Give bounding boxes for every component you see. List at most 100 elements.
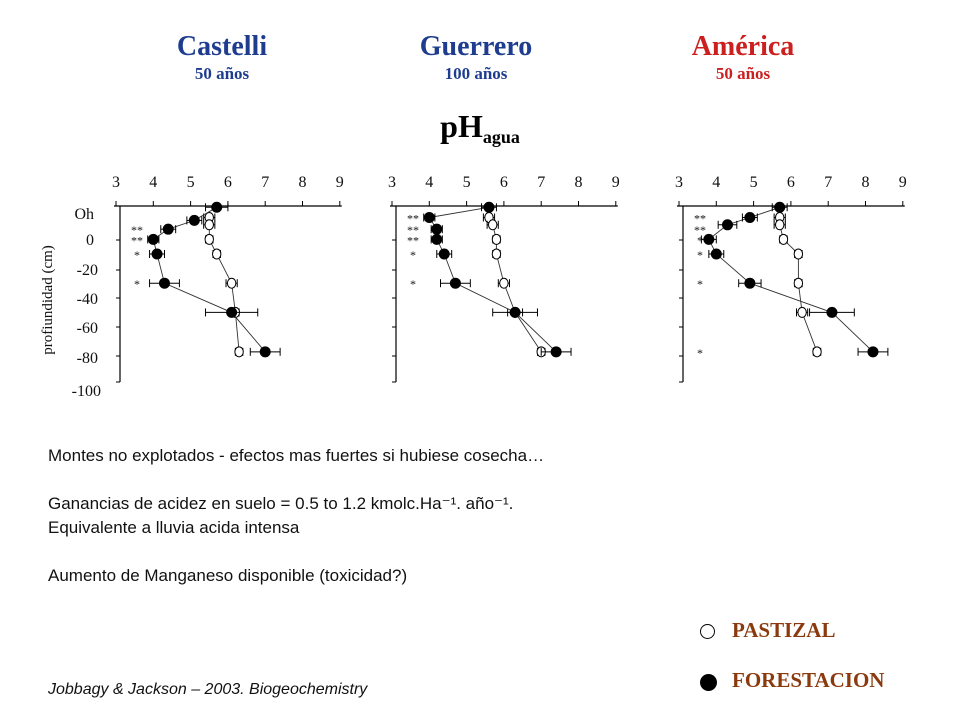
site-years: 50 años bbox=[715, 64, 771, 83]
forestacion-point bbox=[703, 233, 715, 245]
x-tick-label: 6 bbox=[787, 174, 795, 191]
legend-label: PASTIZAL bbox=[732, 618, 836, 642]
forestacion-point bbox=[483, 201, 495, 213]
forestacion-point bbox=[162, 223, 174, 235]
x-tick-label: 8 bbox=[862, 174, 870, 191]
forestacion-point bbox=[211, 201, 223, 213]
x-tick-label: 9 bbox=[336, 174, 344, 191]
forestacion-point bbox=[151, 248, 163, 260]
y-tick-label: -60 bbox=[77, 320, 98, 337]
y-axis-label: profiundidad (cm) bbox=[40, 245, 56, 355]
forestacion-point bbox=[744, 277, 756, 289]
ph-depth-chart: Oh 0 -20 -40 -60 -80 -100 profiundidad (cm) 3 4 5 6… bbox=[40, 174, 907, 400]
forestacion-point bbox=[158, 277, 170, 289]
site-name: Guerrero bbox=[419, 31, 533, 62]
forestacion-point bbox=[867, 346, 879, 358]
x-tick-label: 5 bbox=[750, 174, 758, 191]
forestacion-point bbox=[449, 277, 461, 289]
x-tick-label: 4 bbox=[712, 174, 720, 191]
pastizal-point bbox=[797, 306, 807, 318]
site-years: 100 años bbox=[444, 64, 508, 83]
forestacion-point bbox=[423, 212, 435, 223]
x-tick-label: 3 bbox=[112, 174, 120, 191]
note-line: Montes no explotados - efectos mas fuert… bbox=[48, 446, 545, 465]
x-tick-label: 8 bbox=[299, 174, 307, 191]
x-tick-label: 8 bbox=[575, 174, 583, 191]
forestacion-point bbox=[226, 306, 238, 318]
significance-mark: * bbox=[697, 233, 703, 247]
pastizal-point bbox=[778, 233, 789, 245]
forestacion-point bbox=[826, 306, 838, 318]
x-tick-label: 5 bbox=[463, 174, 471, 191]
site-years: 50 años bbox=[194, 64, 250, 83]
title-sub: agua bbox=[482, 127, 520, 147]
significance-mark: ** bbox=[694, 223, 706, 237]
pastizal-point bbox=[204, 219, 214, 231]
filled-circle-icon bbox=[700, 674, 717, 691]
x-tick-label: 7 bbox=[537, 174, 545, 191]
pastizal-point bbox=[488, 219, 498, 231]
x-tick-label: 3 bbox=[388, 174, 396, 191]
legend-label: FORESTACION bbox=[732, 668, 885, 692]
significance-mark: ** bbox=[407, 233, 419, 247]
citation: Jobbagy & Jackson – 2003. Biogeochemistr… bbox=[48, 681, 368, 698]
pastizal-point bbox=[226, 277, 237, 289]
notes: Montes no explotados - efectos mas fuert… bbox=[48, 444, 544, 588]
note-line: Aumento de Manganeso disponible (toxicid… bbox=[48, 566, 408, 585]
pastizal-point bbox=[204, 233, 214, 245]
significance-mark: * bbox=[697, 248, 703, 262]
forestacion-point bbox=[147, 233, 159, 245]
x-tick-label: 9 bbox=[612, 174, 620, 191]
y-tick-label: -100 bbox=[72, 383, 101, 400]
x-tick-label: 7 bbox=[824, 174, 832, 191]
y-tick-label: Oh bbox=[74, 206, 94, 223]
significance-mark: ** bbox=[407, 223, 419, 237]
pastizal-point bbox=[793, 277, 804, 289]
site-header-castelli: Castelli 50 años bbox=[122, 30, 322, 84]
pastizal-point bbox=[234, 346, 244, 358]
significance-mark: * bbox=[134, 277, 140, 291]
forestacion-point bbox=[431, 223, 443, 235]
significance-mark: * bbox=[697, 277, 703, 291]
site-header-america: América 50 años bbox=[643, 30, 843, 84]
forestacion-point bbox=[431, 233, 443, 245]
significance-mark: ** bbox=[131, 233, 143, 247]
pastizal-point bbox=[793, 248, 804, 260]
title-main: pH bbox=[440, 108, 483, 144]
forestacion-point bbox=[509, 306, 521, 318]
note-line: Equivalente a lluvia acida intensa bbox=[48, 518, 300, 537]
significance-mark: ** bbox=[131, 223, 143, 237]
pastizal-point bbox=[775, 219, 785, 231]
forestacion-point bbox=[710, 248, 722, 260]
pastizal-point bbox=[491, 233, 502, 245]
pastizal-point bbox=[812, 346, 822, 358]
x-tick-label: 6 bbox=[224, 174, 232, 191]
forestacion-line bbox=[708, 206, 874, 353]
site-name: América bbox=[691, 31, 795, 62]
y-tick-label: -20 bbox=[77, 262, 98, 279]
pastizal-point bbox=[491, 248, 502, 260]
site-header-guerrero: Guerrero 100 años bbox=[376, 30, 576, 84]
pastizal-point bbox=[212, 248, 222, 260]
forestacion-point bbox=[550, 346, 562, 358]
site-name: Castelli bbox=[176, 31, 268, 62]
chart-title: pHagua bbox=[380, 108, 580, 148]
y-tick-label: -80 bbox=[77, 350, 98, 367]
forestacion-point bbox=[188, 214, 200, 226]
x-tick-label: 6 bbox=[500, 174, 508, 191]
x-tick-label: 9 bbox=[899, 174, 907, 191]
x-tick-label: 7 bbox=[261, 174, 269, 191]
significance-mark: * bbox=[410, 248, 416, 262]
significance-mark: ** bbox=[407, 212, 419, 226]
forestacion-point bbox=[438, 248, 450, 260]
x-tick-label: 5 bbox=[187, 174, 195, 191]
x-tick-label: 3 bbox=[675, 174, 683, 191]
pastizal-point bbox=[499, 277, 509, 289]
significance-mark: ** bbox=[694, 212, 706, 226]
y-tick-label: -40 bbox=[77, 291, 98, 308]
note-line: Ganancias de acidez en suelo = 0.5 to 1.… bbox=[48, 494, 514, 513]
x-tick-label: 4 bbox=[425, 174, 433, 191]
y-tick-label: 0 bbox=[86, 232, 94, 249]
forestacion-point bbox=[721, 219, 733, 231]
significance-mark: * bbox=[134, 248, 140, 262]
